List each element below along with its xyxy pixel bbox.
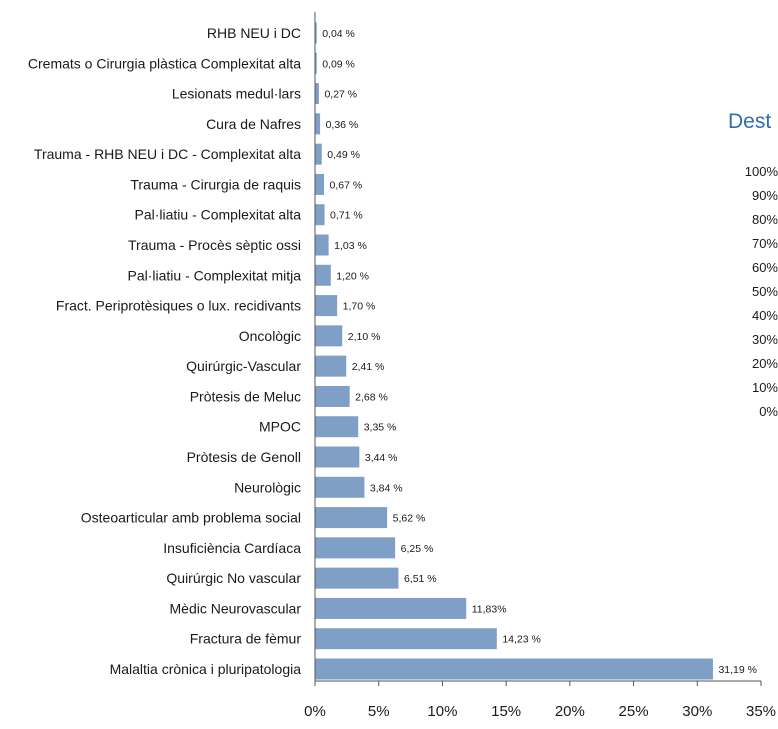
value-label: 2,41 %: [352, 361, 385, 373]
bar: [315, 325, 343, 347]
labels-layer: RHB NEU i DC 0,04 % Cremats o Cirurgia plà…: [28, 25, 757, 677]
side-panel-tick: 100%: [745, 164, 778, 179]
value-label: 3,35 %: [364, 422, 397, 434]
bar: [315, 83, 319, 105]
bar: [315, 52, 317, 74]
value-label: 2,68 %: [355, 391, 388, 403]
value-label: 5,62 %: [393, 513, 426, 525]
category-label: Trauma - RHB NEU i DC - Complexitat alta: [34, 146, 301, 162]
value-label: 1,20 %: [336, 270, 369, 282]
bar: [315, 446, 360, 468]
x-tick-label: 25%: [619, 703, 649, 720]
side-panel-tick: 90%: [752, 188, 778, 203]
value-label: 0,49 %: [327, 149, 360, 161]
category-label: Pròtesis de Genoll: [187, 449, 301, 465]
category-label: Cremats o Cirurgia plàstica Complexitat …: [28, 55, 301, 71]
category-label: Cura de Nafres: [206, 116, 301, 132]
value-label: 31,19 %: [718, 664, 757, 676]
value-label: 1,70 %: [343, 301, 376, 313]
value-label: 3,84 %: [370, 482, 403, 494]
bar: [315, 658, 713, 680]
side-panel-title: Dest: [728, 110, 771, 133]
bar: [315, 507, 388, 529]
bar: [315, 295, 338, 317]
bar: [315, 173, 325, 195]
category-label: Quirúrgic No vascular: [166, 570, 301, 586]
category-label: Mèdic Neurovascular: [170, 600, 302, 616]
x-tick-label: 0%: [304, 703, 326, 720]
side-panel-tick: 30%: [752, 332, 778, 347]
axis-layer: 0% 5% 10% 15% 20% 25% 30% 35%: [304, 12, 776, 720]
category-label: Trauma - Procès sèptic ossi: [128, 237, 301, 253]
category-label: Neurològic: [234, 479, 301, 495]
bar: [315, 22, 317, 44]
category-label: Lesionats medul·lars: [172, 86, 301, 102]
value-label: 0,09 %: [322, 58, 355, 70]
category-label: Malaltia crònica i pluripatologia: [110, 661, 302, 677]
bar: [315, 385, 350, 407]
side-panel-tick: 50%: [752, 284, 778, 299]
bars-layer: [315, 22, 713, 680]
side-panel-tick: 40%: [752, 308, 778, 323]
value-label: 14,23 %: [502, 634, 541, 646]
x-tick-label: 30%: [682, 703, 712, 720]
category-label: Osteoarticular amb problema social: [81, 510, 301, 526]
x-tick-label: 35%: [746, 703, 776, 720]
value-label: 0,27 %: [324, 89, 357, 101]
category-label: Pal·liatiu - Complexitat mitja: [128, 267, 302, 283]
category-label: Insuficiència Cardíaca: [163, 540, 301, 556]
category-label: Quirúrgic-Vascular: [186, 358, 301, 374]
value-label: 11,83%: [472, 603, 507, 615]
side-panel-tick: 70%: [752, 236, 778, 251]
value-label: 0,71 %: [330, 210, 363, 222]
value-label: 2,10 %: [348, 331, 381, 343]
value-label: 0,36 %: [326, 119, 359, 131]
bar: [315, 416, 359, 438]
category-label: MPOC: [259, 419, 301, 435]
category-label: Trauma - Cirurgia de raquis: [130, 176, 301, 192]
side-panel-tick: 10%: [752, 380, 778, 395]
bar: [315, 234, 329, 256]
category-label: Pal·liatiu - Complexitat alta: [134, 207, 301, 223]
side-panel-tick: 80%: [752, 212, 778, 227]
value-label: 0,04 %: [322, 28, 355, 40]
category-label: Pròtesis de Meluc: [190, 388, 301, 404]
category-label: Fractura de fèmur: [190, 631, 302, 647]
x-tick-label: 5%: [368, 703, 390, 720]
bar: [315, 113, 321, 135]
side-panel-tick: 0%: [759, 404, 778, 419]
value-label: 0,67 %: [330, 179, 363, 191]
side-panel-tick: 20%: [752, 356, 778, 371]
side-panel-tick: 60%: [752, 260, 778, 275]
bar: [315, 628, 497, 650]
category-label: RHB NEU i DC: [207, 25, 301, 41]
bar: [315, 355, 347, 377]
bar: [315, 264, 331, 286]
value-label: 6,25 %: [401, 543, 434, 555]
x-tick-label: 20%: [555, 703, 585, 720]
side-panel: Dest 100% 90% 80% 70% 60% 50% 40% 30% 20% 10% 0%: [728, 110, 778, 419]
value-label: 1,03 %: [334, 240, 367, 252]
bar: [315, 537, 396, 559]
category-label: Fract. Periprotèsiques o lux. recidivant…: [56, 298, 301, 314]
bar: [315, 143, 322, 165]
value-label: 6,51 %: [404, 573, 437, 585]
bar: [315, 597, 467, 619]
value-label: 3,44 %: [365, 452, 398, 464]
category-label: Oncològic: [239, 328, 301, 344]
x-tick-label: 10%: [427, 703, 457, 720]
bar: [315, 476, 365, 498]
bar: [315, 204, 325, 226]
bar: [315, 567, 399, 589]
x-tick-label: 15%: [491, 703, 521, 720]
